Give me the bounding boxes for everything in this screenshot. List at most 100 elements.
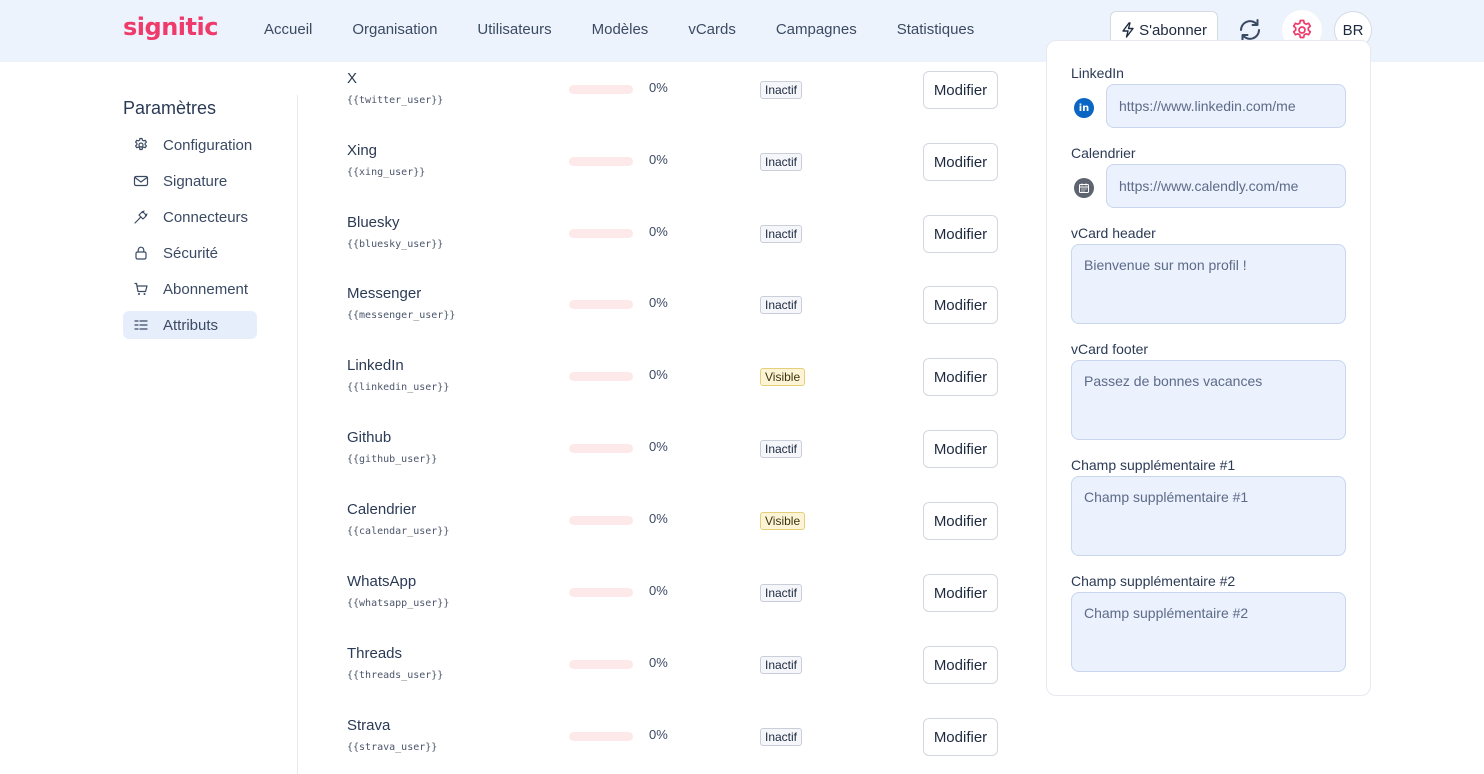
usage-progress-bar	[569, 300, 633, 309]
usage-progress-bar	[569, 660, 633, 669]
modify-button[interactable]: Modifier	[923, 574, 998, 612]
usage-percent: 0%	[649, 80, 668, 95]
usage-percent: 0%	[649, 583, 668, 598]
sidebar-item-label: Abonnement	[163, 280, 249, 298]
attribute-row-bluesky: Bluesky {{bluesky_user}} 0% Inactif Modi…	[347, 206, 1007, 266]
usage-progress-bar	[569, 588, 633, 597]
attribute-code: {{twitter_user}}	[347, 95, 444, 106]
vcard-header-label: vCard header	[1071, 225, 1156, 241]
usage-progress-bar	[569, 372, 633, 381]
sidebar-item-label: Configuration	[163, 136, 253, 154]
nav-item-utilisateurs[interactable]: Utilisateurs	[477, 20, 552, 38]
linkedin-url-input[interactable]	[1106, 84, 1346, 128]
status-badge: Inactif	[760, 656, 803, 674]
cart-icon	[134, 282, 148, 295]
sidebar-item-connecteurs[interactable]: Connecteurs	[123, 203, 257, 231]
gear-icon	[1292, 19, 1312, 39]
vcard-footer-textarea[interactable]	[1071, 360, 1346, 440]
linkedin-label: LinkedIn	[1071, 65, 1124, 81]
modify-button[interactable]: Modifier	[923, 718, 998, 756]
modify-button[interactable]: Modifier	[923, 286, 998, 324]
usage-percent: 0%	[649, 511, 668, 526]
lightning-icon	[1122, 22, 1134, 38]
usage-percent: 0%	[649, 152, 668, 167]
calendar-icon	[1074, 178, 1094, 198]
attribute-code: {{messenger_user}}	[347, 310, 456, 321]
signitic-logo[interactable]: signitic	[123, 13, 218, 41]
attribute-row-linkedin: LinkedIn {{linkedin_user}} 0% Visible Mo…	[347, 349, 1007, 409]
extra-field-1-textarea[interactable]	[1071, 476, 1346, 556]
sidebar-item-label: Attributs	[163, 316, 219, 334]
nav-item-statistiques[interactable]: Statistiques	[896, 20, 975, 38]
attribute-code: {{github_user}}	[347, 454, 438, 465]
attribute-name: Calendrier	[347, 501, 417, 518]
nav-item-campagnes[interactable]: Campagnes	[775, 20, 857, 38]
sidebar-item-label: Sécurité	[163, 244, 219, 262]
extra-field-2-label: Champ supplémentaire #2	[1071, 573, 1236, 589]
attribute-name: Github	[347, 429, 392, 446]
attribute-name: X	[347, 70, 358, 87]
modify-button[interactable]: Modifier	[923, 143, 998, 181]
sidebar-item-securite[interactable]: Sécurité	[123, 239, 257, 267]
attribute-code: {{whatsapp_user}}	[347, 598, 450, 609]
sync-icon	[1240, 19, 1260, 41]
linkedin-icon: in	[1074, 98, 1094, 118]
attribute-name: Threads	[347, 645, 403, 662]
list-icon	[134, 320, 148, 330]
nav-item-organisation[interactable]: Organisation	[352, 20, 438, 38]
usage-percent: 0%	[649, 727, 668, 742]
modify-button[interactable]: Modifier	[923, 358, 998, 396]
modify-button[interactable]: Modifier	[923, 646, 998, 684]
attribute-code: {{xing_user}}	[347, 167, 426, 178]
calendar-url-input[interactable]	[1106, 164, 1346, 208]
attribute-row-x: X {{twitter_user}} 0% Inactif Modifier	[347, 62, 1007, 122]
mail-icon	[133, 175, 149, 187]
sidebar-item-abonnement[interactable]: Abonnement	[123, 275, 257, 303]
attribute-code: {{bluesky_user}}	[347, 239, 444, 250]
settings-sidebar: Paramètres Configuration Signature Conne…	[123, 96, 263, 347]
modify-button[interactable]: Modifier	[923, 430, 998, 468]
sidebar-item-label: Signature	[163, 172, 228, 190]
nav-item-vcards[interactable]: vCards	[688, 20, 736, 38]
usage-progress-bar	[569, 229, 633, 238]
attribute-code: {{linkedin_user}}	[347, 382, 450, 393]
attribute-row-threads: Threads {{threads_user}} 0% Inactif Modi…	[347, 637, 1007, 697]
top-navigation-bar: signitic Accueil Organisation Utilisateu…	[0, 0, 1484, 62]
usage-percent: 0%	[649, 655, 668, 670]
modify-button[interactable]: Modifier	[923, 502, 998, 540]
attribute-row-github: Github {{github_user}} 0% Inactif Modifi…	[347, 421, 1007, 481]
plug-icon	[134, 210, 148, 224]
sidebar-item-signature[interactable]: Signature	[123, 167, 257, 195]
attribute-name: Xing	[347, 142, 378, 159]
modify-button[interactable]: Modifier	[923, 71, 998, 109]
attribute-name: Bluesky	[347, 214, 400, 231]
attribute-row-whatsapp: WhatsApp {{whatsapp_user}} 0% Inactif Mo…	[347, 565, 1007, 625]
status-badge: Inactif	[760, 81, 803, 99]
sidebar-item-attributs[interactable]: Attributs	[123, 311, 257, 339]
status-badge: Inactif	[760, 153, 803, 171]
usage-progress-bar	[569, 732, 633, 741]
usage-progress-bar	[569, 85, 633, 94]
usage-percent: 0%	[649, 439, 668, 454]
modify-button[interactable]: Modifier	[923, 215, 998, 253]
status-badge: Visible	[760, 512, 806, 530]
sidebar-item-configuration[interactable]: Configuration	[123, 131, 257, 159]
sync-button[interactable]	[1230, 10, 1270, 50]
sidebar-item-label: Connecteurs	[163, 208, 249, 226]
attribute-name: Messenger	[347, 285, 422, 302]
attribute-row-xing: Xing {{xing_user}} 0% Inactif Modifier	[347, 134, 1007, 194]
attribute-name: LinkedIn	[347, 357, 404, 374]
extra-field-2-textarea[interactable]	[1071, 592, 1346, 672]
vcard-footer-label: vCard footer	[1071, 341, 1149, 357]
calendar-label: Calendrier	[1071, 145, 1136, 161]
nav-item-modeles[interactable]: Modèles	[591, 20, 649, 38]
attribute-name: WhatsApp	[347, 573, 417, 590]
status-badge: Inactif	[760, 440, 803, 458]
vcard-preview-form: LinkedIn in Calendrier vCard header vCar…	[1046, 40, 1371, 696]
lock-icon	[135, 246, 147, 260]
vcard-header-textarea[interactable]	[1071, 244, 1346, 324]
sidebar-divider	[297, 95, 298, 774]
usage-percent: 0%	[649, 367, 668, 382]
nav-item-accueil[interactable]: Accueil	[264, 20, 313, 38]
status-badge: Inactif	[760, 584, 803, 602]
